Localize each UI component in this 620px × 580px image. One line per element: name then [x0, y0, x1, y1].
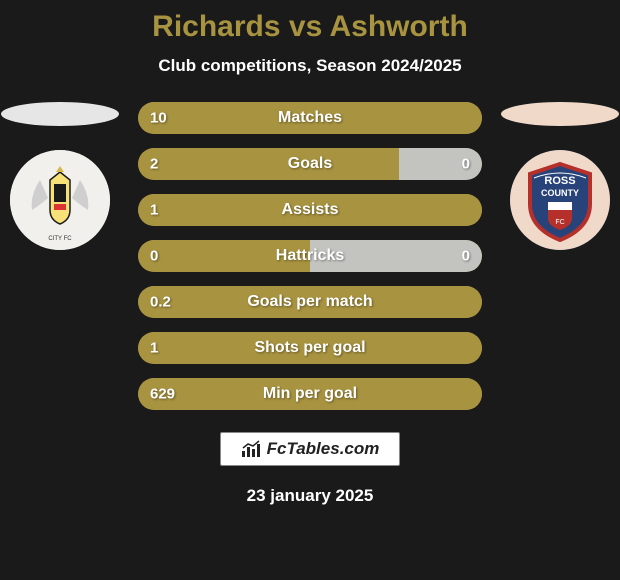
stat-row: Goals 2 0	[138, 148, 482, 180]
stat-value-right: 0	[462, 248, 470, 265]
watermark-text: FcTables.com	[267, 439, 380, 459]
page-subtitle: Club competitions, Season 2024/2025	[158, 56, 461, 76]
svg-text:COUNTY: COUNTY	[541, 188, 579, 198]
club-left-badge: CITY FC	[10, 150, 110, 250]
stat-row: Assists 1	[138, 194, 482, 226]
stat-label: Shots per goal	[254, 339, 365, 357]
stats-bars: Matches10Goals20Assists1Hattricks00Goals…	[138, 102, 482, 410]
club-right-badge: ROSS COUNTY FC	[510, 150, 610, 250]
stat-value-left: 2	[150, 156, 158, 173]
club-right-ellipse	[501, 102, 619, 126]
svg-text:ROSS: ROSS	[544, 175, 575, 187]
stat-value-left: 10	[150, 110, 167, 127]
stat-label: Goals per match	[247, 293, 372, 311]
stat-row: Shots per goal 1	[138, 332, 482, 364]
stat-row: Matches 10	[138, 102, 482, 134]
date-text: 23 january 2025	[247, 486, 374, 506]
stat-label: Hattricks	[276, 247, 344, 265]
club-left-column: CITY FC	[0, 102, 120, 250]
page-title: Richards vs Ashworth	[152, 10, 468, 44]
main-row: CITY FC Matches10Goals20Assists1Hattrick…	[0, 102, 620, 410]
stat-label: Assists	[282, 201, 339, 219]
stat-bar-left	[138, 148, 399, 180]
stat-value-left: 1	[150, 202, 158, 219]
stat-label: Goals	[288, 155, 332, 173]
stat-row: Hattricks 0 0	[138, 240, 482, 272]
comparison-card: Richards vs Ashworth Club competitions, …	[0, 0, 620, 580]
watermark-badge: FcTables.com	[220, 432, 401, 466]
club-right-column: ROSS COUNTY FC	[500, 102, 620, 250]
svg-text:CITY FC: CITY FC	[48, 236, 72, 242]
stat-value-left: 629	[150, 386, 175, 403]
stat-value-right: 0	[462, 156, 470, 173]
stat-row: Goals per match 0.2	[138, 286, 482, 318]
svg-text:FC: FC	[555, 219, 564, 226]
stat-label: Matches	[278, 109, 342, 127]
club-right-crest-icon: ROSS COUNTY FC	[510, 150, 610, 250]
watermark-chart-icon	[241, 440, 261, 458]
stat-value-left: 0.2	[150, 294, 171, 311]
stat-value-left: 0	[150, 248, 158, 265]
stat-value-left: 1	[150, 340, 158, 357]
stat-row: Min per goal 629	[138, 378, 482, 410]
club-left-crest-icon: CITY FC	[10, 150, 110, 250]
stat-label: Min per goal	[263, 385, 357, 403]
club-left-ellipse	[1, 102, 119, 126]
